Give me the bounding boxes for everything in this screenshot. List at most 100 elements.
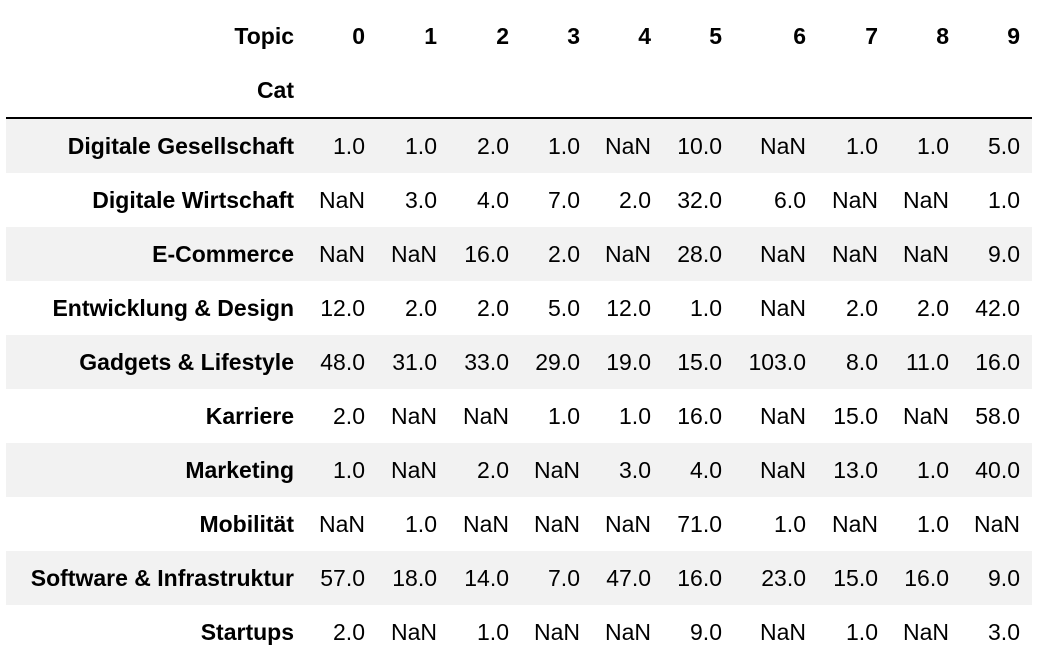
table-row: Digitale Wirtschaft NaN 3.0 4.0 7.0 2.0 32.0 6.… (6, 173, 1032, 227)
column-header: 6 (793, 23, 806, 49)
table-cell: NaN (902, 241, 949, 267)
row-label: Mobilität (199, 511, 294, 537)
table-cell: 23.0 (761, 565, 806, 591)
table-cell: NaN (533, 457, 580, 483)
table-cell: 28.0 (677, 241, 722, 267)
table-cell: 16.0 (464, 241, 509, 267)
column-header: 7 (865, 23, 878, 49)
column-header: 5 (709, 23, 722, 49)
table-cell: NaN (831, 187, 878, 213)
table-cell: 10.0 (677, 133, 722, 159)
table-cell: 1.0 (333, 457, 365, 483)
table-cell: NaN (462, 511, 509, 537)
table-cell: 12.0 (606, 295, 651, 321)
table-cell: 3.0 (405, 187, 437, 213)
column-header: 1 (424, 23, 437, 49)
table-cell: 103.0 (748, 349, 806, 375)
table-cell: 8.0 (846, 349, 878, 375)
table-cell: 3.0 (619, 457, 651, 483)
table-cell: 2.0 (333, 619, 365, 645)
table-cell: NaN (902, 619, 949, 645)
table-cell: 16.0 (904, 565, 949, 591)
table-cell: 5.0 (988, 133, 1020, 159)
row-label: Karriere (205, 403, 294, 429)
table-cell: NaN (318, 241, 365, 267)
row-label: Entwicklung & Design (52, 295, 294, 321)
column-header: 4 (638, 23, 651, 49)
table-cell: 13.0 (833, 457, 878, 483)
table-cell: NaN (604, 511, 651, 537)
row-label: Digitale Gesellschaft (67, 133, 294, 159)
table-cell: 4.0 (690, 457, 722, 483)
table-cell: 1.0 (846, 133, 878, 159)
table-cell: NaN (902, 187, 949, 213)
table-cell: NaN (318, 187, 365, 213)
dataframe-table: Topic 0 1 2 3 4 5 6 7 8 9 Cat Digitale G… (6, 9, 1032, 659)
table-cell: 19.0 (606, 349, 651, 375)
row-label: Software & Infrastruktur (30, 565, 294, 591)
table-cell: NaN (533, 511, 580, 537)
table-cell: NaN (759, 403, 806, 429)
table-cell: 42.0 (975, 295, 1020, 321)
table-cell: 14.0 (464, 565, 509, 591)
column-header: 2 (496, 23, 509, 49)
table-cell: NaN (831, 241, 878, 267)
table-cell: 3.0 (988, 619, 1020, 645)
table-cell: NaN (973, 511, 1020, 537)
columns-name: Topic (234, 23, 294, 49)
table-cell: 1.0 (477, 619, 509, 645)
table-row: Digitale Gesellschaft 1.0 1.0 2.0 1.0 NaN 10.0… (6, 118, 1032, 173)
table-cell: 32.0 (677, 187, 722, 213)
table-cell: NaN (390, 619, 437, 645)
table-cell: NaN (318, 511, 365, 537)
table-cell: 1.0 (774, 511, 806, 537)
table-cell: NaN (390, 457, 437, 483)
table-cell: 15.0 (833, 403, 878, 429)
table-cell: 5.0 (548, 295, 580, 321)
table-cell: 15.0 (677, 349, 722, 375)
table-cell: 16.0 (975, 349, 1020, 375)
table-header: Topic 0 1 2 3 4 5 6 7 8 9 Cat (6, 9, 1032, 119)
table-cell: 29.0 (535, 349, 580, 375)
table-cell: 18.0 (392, 565, 437, 591)
table-cell: 71.0 (677, 511, 722, 537)
table-row: Software & Infrastruktur 57.0 18.0 14.0 7.0 4… (6, 551, 1032, 605)
table-cell: 2.0 (548, 241, 580, 267)
row-label: E-Commerce (152, 241, 294, 267)
table-cell: 40.0 (975, 457, 1020, 483)
table-cell: 2.0 (405, 295, 437, 321)
column-header-row: Topic 0 1 2 3 4 5 6 7 8 9 (6, 9, 1032, 63)
table-cell: 47.0 (606, 565, 651, 591)
table-cell: NaN (390, 403, 437, 429)
table-cell: 2.0 (619, 187, 651, 213)
index-name-row: Cat (6, 63, 1032, 119)
table-cell: 12.0 (320, 295, 365, 321)
table-cell: 7.0 (548, 187, 580, 213)
table-cell: 1.0 (988, 187, 1020, 213)
table-cell: 1.0 (619, 403, 651, 429)
table-cell: 2.0 (477, 133, 509, 159)
table-row: Marketing 1.0 NaN 2.0 NaN 3.0 4.0 NaN 13.0 1.0 40.… (6, 443, 1032, 497)
table-cell: 7.0 (548, 565, 580, 591)
table-cell: 9.0 (690, 619, 722, 645)
table-cell: 15.0 (833, 565, 878, 591)
table-cell: 1.0 (917, 511, 949, 537)
table-cell: NaN (759, 619, 806, 645)
table-cell: 1.0 (846, 619, 878, 645)
table-cell: 2.0 (917, 295, 949, 321)
table-cell: NaN (533, 619, 580, 645)
table-cell: 1.0 (917, 457, 949, 483)
table-cell: NaN (604, 241, 651, 267)
column-header: 8 (936, 23, 949, 49)
table-cell: 31.0 (392, 349, 437, 375)
table-cell: NaN (902, 403, 949, 429)
table-cell: 2.0 (477, 457, 509, 483)
table-cell: 33.0 (464, 349, 509, 375)
table-cell: 2.0 (846, 295, 878, 321)
table-row: Karriere 2.0 NaN NaN 1.0 1.0 16.0 NaN 15.0 NaN 58.… (6, 389, 1032, 443)
table-row: Startups 2.0 NaN 1.0 NaN NaN 9.0 NaN 1.0 NaN 3.0 (6, 605, 1032, 659)
table-row: E-Commerce NaN NaN 16.0 2.0 NaN 28.0 NaN NaN NaN 9… (6, 227, 1032, 281)
table-body: Digitale Gesellschaft 1.0 1.0 2.0 1.0 NaN 10.0… (6, 118, 1032, 659)
row-label: Startups (200, 619, 294, 645)
